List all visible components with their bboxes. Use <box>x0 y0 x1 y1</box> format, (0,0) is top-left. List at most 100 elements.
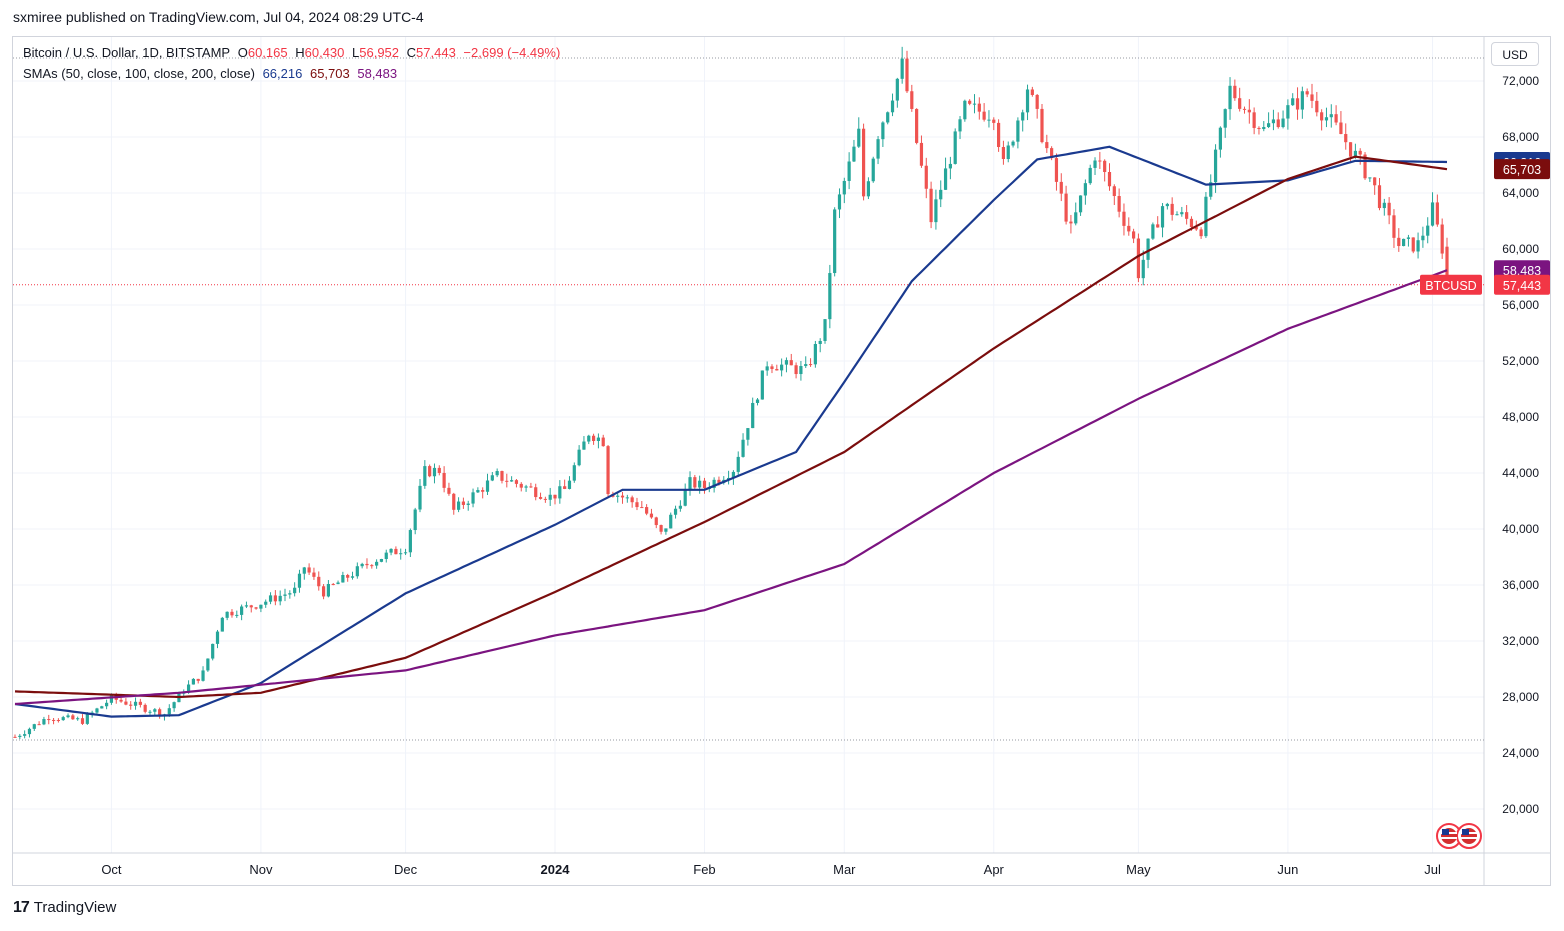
candle-body <box>1185 212 1189 219</box>
candle-body <box>283 594 287 596</box>
published-by-line: sxmiree published on TradingView.com, Ju… <box>13 9 424 25</box>
currency-button[interactable]: USD <box>1491 42 1539 66</box>
candle-body <box>794 365 798 375</box>
candle-body <box>659 525 663 532</box>
candle-body <box>1363 154 1367 179</box>
candle-body <box>1228 85 1232 110</box>
candle-body <box>1160 206 1165 228</box>
candle-body <box>572 465 576 481</box>
candle-body <box>437 467 441 473</box>
candle-body <box>1131 231 1136 239</box>
candle-body <box>1035 94 1039 109</box>
candle-body <box>423 466 427 486</box>
candle-body <box>1016 120 1020 142</box>
candle-body <box>1223 109 1227 128</box>
candle-body <box>418 485 422 510</box>
candle-body <box>1426 225 1430 236</box>
candle-body <box>924 165 928 189</box>
candle-body <box>1315 100 1319 113</box>
candle-body <box>476 490 480 493</box>
price-tick-label: 32,000 <box>1502 634 1539 648</box>
close-value: 57,443 <box>416 45 456 60</box>
candle-body <box>847 161 851 181</box>
tradingview-logo[interactable]: 17 TradingView <box>13 899 116 917</box>
candle-body <box>963 100 967 120</box>
candle-body <box>1295 98 1300 110</box>
candle-body <box>37 724 41 726</box>
candle-body <box>1392 215 1396 238</box>
candle-body <box>1267 123 1271 128</box>
candle-body <box>201 670 205 681</box>
tradingview-mark-icon: 17 <box>13 899 30 916</box>
price-tick-label: 20,000 <box>1502 802 1539 816</box>
candle-body <box>13 736 17 738</box>
candle-body <box>1286 105 1290 119</box>
candle-body <box>442 472 446 488</box>
events-flags-icon[interactable] <box>1433 822 1485 852</box>
candle-body <box>813 344 817 365</box>
candle-body <box>799 366 803 375</box>
candle-body <box>293 587 297 594</box>
candle-body <box>211 643 215 659</box>
price-axis: 20,000 24,000 28,000 32,000 36,000 40,000 44,0… <box>1502 74 1539 816</box>
candle-body <box>505 480 509 482</box>
sma-lines <box>14 145 1448 718</box>
time-tick-label: Dec <box>394 862 418 877</box>
candle-body <box>664 528 668 532</box>
candle-body <box>158 709 162 717</box>
candle-body <box>895 78 899 101</box>
candle-body <box>1358 150 1362 155</box>
candle-body <box>1103 160 1107 173</box>
candle-body <box>861 128 866 197</box>
candle-body <box>1074 212 1078 224</box>
candle-body <box>1402 238 1406 247</box>
candle-body <box>428 466 432 477</box>
candle-body <box>389 548 393 553</box>
candle-body <box>563 486 567 489</box>
candle-body <box>702 480 707 489</box>
candle-body <box>1435 202 1439 225</box>
candle-body <box>1175 214 1179 216</box>
candle-body <box>481 490 485 492</box>
candle-body <box>905 58 909 92</box>
candle-body <box>100 706 104 709</box>
symbol-name[interactable]: Bitcoin / U.S. Dollar, 1D, BITSTAMP <box>23 45 231 60</box>
candle-body <box>751 402 755 429</box>
candle-body <box>1416 240 1420 252</box>
candle-body <box>857 128 861 147</box>
candle-body <box>717 479 721 483</box>
sma-label[interactable]: SMAs (50, close, 100, close, 200, close) <box>23 66 255 81</box>
candle-body <box>900 58 904 79</box>
candle-body <box>915 108 919 143</box>
candle-body <box>66 715 70 718</box>
sma-legend: SMAs (50, close, 100, close, 200, close)… <box>23 66 401 81</box>
candle-body <box>591 435 596 441</box>
candle-body <box>1112 186 1116 197</box>
candle-body <box>958 119 962 132</box>
time-tick-label: Jun <box>1277 862 1298 877</box>
candle-body <box>1320 112 1324 121</box>
candle-body <box>1300 91 1304 110</box>
candle-body <box>346 574 350 578</box>
candle-body <box>235 614 239 616</box>
candle-body <box>312 572 316 577</box>
candle-body <box>326 584 331 597</box>
candle-body <box>741 439 745 457</box>
sma200-line <box>14 269 1448 706</box>
candle-body <box>833 209 837 274</box>
price-label-box <box>1494 274 1550 295</box>
candle-body <box>968 100 972 104</box>
candle-body <box>56 720 60 722</box>
candle-body <box>1050 148 1054 159</box>
candle-body <box>1045 142 1049 149</box>
price-tick-label: 44,000 <box>1502 466 1539 480</box>
candle-body <box>1021 112 1025 121</box>
candle-body <box>577 449 581 466</box>
candle-body <box>375 561 379 566</box>
price-label-value: 57,443 <box>1503 279 1541 293</box>
candle-body <box>789 360 793 366</box>
candle-body <box>837 194 842 210</box>
candle-body <box>866 181 871 197</box>
